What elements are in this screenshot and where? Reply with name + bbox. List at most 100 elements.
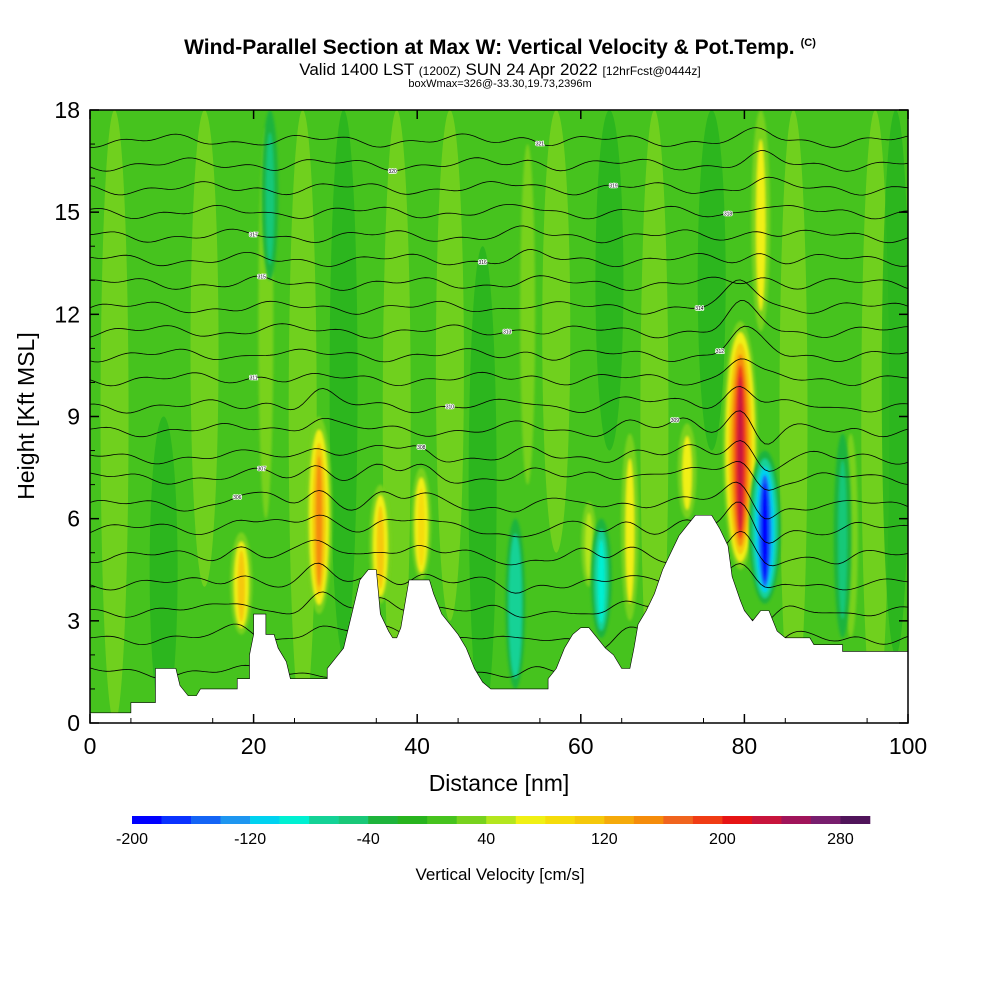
colorbar-swatch-5 [250, 816, 280, 824]
x-axis-label: Distance [nm] [429, 770, 570, 796]
colorbar-swatch-1 [132, 816, 162, 824]
field-band-9 [542, 110, 571, 553]
theta-contour-13 [90, 325, 908, 363]
colorbar-swatch-11 [427, 816, 458, 824]
colorbar-swatch-21 [722, 816, 753, 824]
theta-contour-label-10: 309 [671, 418, 680, 424]
theta-contour-label-17: 316 [478, 260, 487, 266]
updraft-5 [411, 467, 432, 580]
theta-contour-19 [90, 204, 908, 220]
y-tick-label-3: 3 [67, 608, 80, 634]
theta-contour-18 [90, 225, 908, 244]
theta-contour-label-19: 318 [724, 211, 733, 217]
colorbar-swatch-9 [368, 816, 398, 824]
field-band-12 [697, 110, 726, 451]
theta-contour-label-13: 312 [716, 349, 725, 355]
updraft-6-level-2 [523, 189, 532, 454]
forecast-info: [12hrFcst@0444z] [602, 64, 701, 78]
x-tick-label-20: 20 [241, 733, 267, 759]
x-tick-label-0: 0 [84, 733, 97, 759]
downdraft-4-level-5 [761, 483, 769, 582]
downdraft-4 [748, 450, 781, 604]
theta-contour-17 [90, 249, 908, 268]
y-tick-label-0: 0 [67, 710, 80, 736]
updraft-6 [520, 144, 536, 485]
theta-contour-6 [90, 501, 908, 544]
colorbar-swatch-7 [309, 816, 339, 824]
theta-contour-label-12: 311 [250, 376, 258, 382]
updraft-10 [722, 321, 758, 570]
y-tick-label-18: 18 [54, 97, 80, 123]
updraft-10-level-6 [737, 376, 744, 532]
colorbar: -200 -120 -40 40 120 200 280 [116, 816, 871, 848]
theta-contour-12 [90, 358, 908, 387]
y-axis-label: Height [Kft MSL] [13, 332, 39, 499]
colorbar-swatch-2 [161, 816, 192, 824]
colorbar-swatch-23 [781, 816, 812, 824]
colorbar-swatch-19 [663, 816, 694, 824]
terrain [90, 514, 908, 723]
theta-contour-label-14: 313 [503, 330, 512, 336]
theta-contour-8 [90, 461, 908, 491]
field-band-2 [149, 416, 178, 723]
colorbar-tick-label-7: 280 [827, 831, 854, 848]
colorbar-swatch-17 [604, 816, 635, 824]
field-band-13 [779, 110, 808, 723]
valid-utc: (1200Z) [418, 64, 461, 78]
theta-contour-label-21: 320 [388, 169, 397, 175]
colorbar-swatch-20 [692, 816, 723, 824]
colorbar-tick-label-5: 120 [591, 831, 618, 848]
y-tick-label-6: 6 [67, 506, 80, 532]
field-band-7 [435, 110, 464, 621]
downdraft-2-level-3 [512, 548, 519, 668]
updraft-8 [621, 433, 639, 621]
box-info: boxWmax=326@-33.30,19.73,2396m [408, 78, 592, 90]
theta-contour-label-11: 310 [446, 405, 455, 411]
theta-contour-10 [90, 410, 908, 445]
colorbar-tick-label-3: -40 [357, 831, 380, 848]
theta-contour-label-9: 308 [417, 445, 426, 451]
colorbar-swatch-4 [220, 816, 251, 824]
downdraft-2 [505, 518, 526, 689]
theta-contour-11 [90, 386, 908, 414]
axes: 0 20 40 60 80 100 0 3 6 9 12 15 18 [54, 97, 927, 759]
field-band-4 [288, 110, 317, 723]
downdraft-5 [833, 433, 852, 638]
colorbar-swatch-16 [574, 816, 605, 824]
x-tick-label-80: 80 [732, 733, 758, 759]
colorbar-swatch-10 [397, 816, 428, 824]
colorbar-swatch-24 [810, 816, 841, 824]
updraft-9 [677, 423, 697, 519]
downdraft-5-level-2 [838, 460, 847, 619]
theta-contour-20 [90, 176, 908, 196]
valid-date: SUN 24 Apr 2022 [465, 60, 598, 79]
colorbar-label: Vertical Velocity [cm/s] [415, 865, 584, 884]
updraft-1-level-3 [237, 550, 246, 622]
convective-cells [230, 110, 858, 689]
theta-contour-5 [90, 530, 908, 567]
field-band-10 [595, 110, 624, 451]
field-band-15 [881, 110, 908, 655]
updraft-9-level-2 [682, 435, 692, 510]
downdraft-3 [590, 518, 612, 638]
theta-contour-14 [90, 300, 908, 339]
plot-area: 306 307 308 309 310 311 312 313 314 315 316 317 318 3… [90, 110, 908, 723]
downdraft-1-level-2 [265, 132, 275, 265]
theta-contour-9 [90, 440, 908, 472]
chart-title-text: Wind-Parallel Section at Max W: Vertical… [184, 36, 795, 59]
chart-title: Wind-Parallel Section at Max W: Vertical… [0, 36, 1000, 60]
field-band-1 [100, 110, 129, 723]
colorbar-swatch-25 [840, 816, 871, 824]
y-tick-label-12: 12 [54, 301, 80, 327]
field-band-3 [190, 110, 219, 587]
x-tick-label-60: 60 [568, 733, 594, 759]
valid-prefix: Valid 1400 LST [299, 60, 414, 79]
field-band-8 [468, 246, 497, 723]
theta-contour-label-18: 317 [249, 232, 258, 238]
field-band-14 [861, 110, 890, 723]
colorbar-tick-label-6: 200 [709, 831, 736, 848]
colorbar-swatch-13 [486, 816, 517, 824]
x-tick-label-40: 40 [404, 733, 430, 759]
